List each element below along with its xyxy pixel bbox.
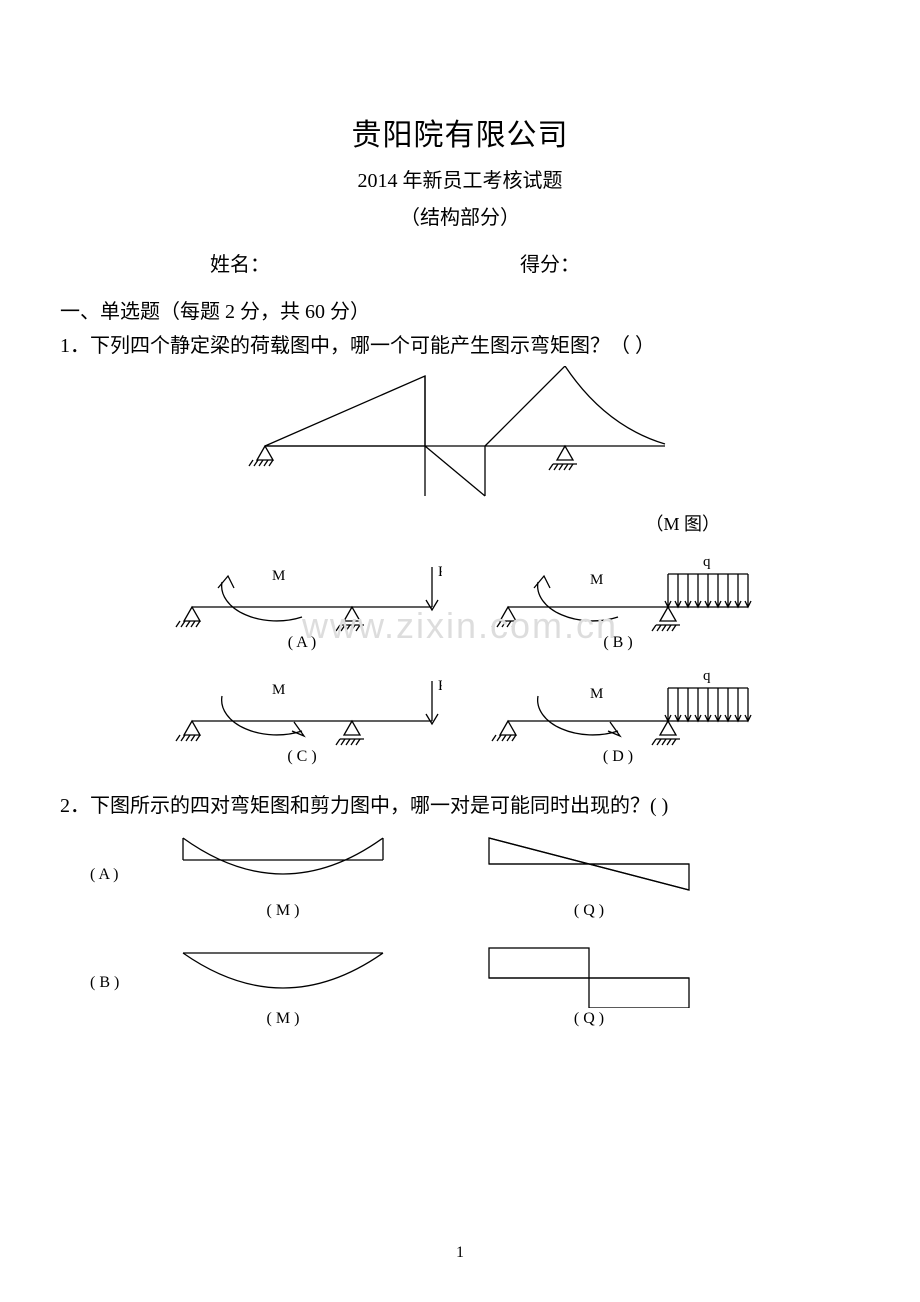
section-label: （结构部分） (90, 201, 830, 230)
svg-text:M: M (590, 686, 603, 702)
svg-text:M: M (272, 568, 285, 584)
q2-b-m-diagram (168, 938, 398, 1008)
question-2: 2．下图所示的四对弯矩图和剪力图中，哪一对是可能同时出现的？( ) (60, 790, 830, 822)
q2-row-b-label: ( B ) (90, 974, 150, 992)
option-a-diagram: MP (162, 552, 442, 632)
page-number: 1 (0, 1244, 920, 1262)
q2-b-m-label: ( M ) (267, 1010, 300, 1028)
svg-text:q: q (703, 668, 711, 684)
svg-text:M: M (590, 572, 603, 588)
option-b-diagram: Mq (478, 552, 758, 632)
q2-a-q-label: ( Q ) (574, 902, 604, 920)
q2-row-a-label: ( A ) (90, 866, 150, 884)
q2-a-q-diagram (474, 830, 704, 900)
option-b-label: ( B ) (603, 634, 632, 652)
question-1: 1．下列四个静定梁的荷载图中，哪一个可能产生图示弯矩图？（ ） (60, 330, 830, 362)
q2-b-q-diagram (474, 938, 704, 1008)
svg-text:P: P (438, 678, 442, 694)
svg-text:P: P (438, 564, 442, 580)
name-label: 姓名： (210, 248, 270, 277)
section-heading: 一、单选题（每题 2 分，共 60 分） (60, 295, 830, 324)
svg-text:q: q (703, 554, 711, 570)
option-a-label: ( A ) (288, 634, 316, 652)
page-title: 贵阳院有限公司 (90, 110, 830, 154)
subtitle: 2014 年新员工考核试题 (90, 164, 830, 193)
option-c-diagram: MP (162, 666, 442, 746)
q2-b-q-label: ( Q ) (574, 1010, 604, 1028)
option-d-label: ( D ) (603, 748, 633, 766)
m-diagram (225, 366, 695, 506)
q2-a-m-label: ( M ) (267, 902, 300, 920)
m-diagram-label: （M 图） (90, 510, 720, 536)
score-label: 得分： (520, 248, 580, 277)
svg-text:M: M (272, 682, 285, 698)
option-c-label: ( C ) (287, 748, 316, 766)
q2-a-m-diagram (168, 830, 398, 900)
option-d-diagram: Mq (478, 666, 758, 746)
